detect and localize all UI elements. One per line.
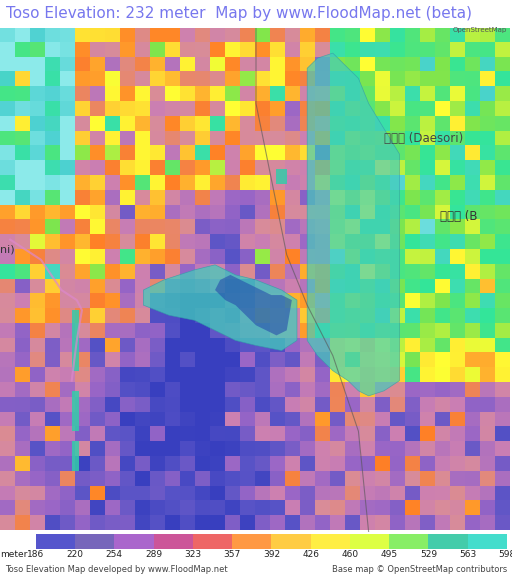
Bar: [72, 441, 79, 471]
Text: ni): ni): [0, 244, 15, 255]
Text: 598: 598: [498, 550, 512, 559]
Bar: [350, 534, 389, 549]
Text: Toso Elevation Map developed by www.FloodMap.net: Toso Elevation Map developed by www.Floo…: [5, 565, 228, 574]
Bar: [389, 534, 429, 549]
Text: Base map © OpenStreetMap contributors: Base map © OpenStreetMap contributors: [332, 565, 507, 574]
Text: Toso Elevation: 232 meter  Map by www.FloodMap.net (beta): Toso Elevation: 232 meter Map by www.Flo…: [6, 6, 472, 22]
Bar: [467, 534, 507, 549]
Text: 186: 186: [27, 550, 45, 559]
Text: 289: 289: [145, 550, 162, 559]
Text: 426: 426: [302, 550, 319, 559]
Bar: [311, 534, 350, 549]
Text: OpenStreetMap: OpenStreetMap: [453, 27, 507, 33]
Bar: [114, 534, 154, 549]
Bar: [154, 534, 193, 549]
Bar: [271, 534, 311, 549]
Text: 460: 460: [342, 550, 358, 559]
Text: 254: 254: [106, 550, 123, 559]
Bar: [232, 534, 271, 549]
Bar: [72, 310, 79, 371]
Bar: [276, 169, 287, 184]
Text: 563: 563: [459, 550, 476, 559]
Text: 495: 495: [380, 550, 398, 559]
Text: 대소리 (Daesori): 대소리 (Daesori): [384, 132, 463, 146]
Text: 357: 357: [223, 550, 241, 559]
Bar: [429, 534, 467, 549]
Bar: [36, 534, 75, 549]
Bar: [75, 534, 114, 549]
Polygon shape: [143, 265, 297, 350]
Text: 220: 220: [67, 550, 83, 559]
Text: 392: 392: [263, 550, 280, 559]
Polygon shape: [215, 275, 292, 335]
Bar: [193, 534, 232, 549]
Bar: [72, 391, 79, 431]
Text: meter: meter: [0, 550, 27, 559]
Text: 부남면 (B: 부남면 (B: [440, 211, 478, 223]
Polygon shape: [307, 53, 399, 396]
Text: 529: 529: [420, 550, 437, 559]
Text: 323: 323: [184, 550, 201, 559]
